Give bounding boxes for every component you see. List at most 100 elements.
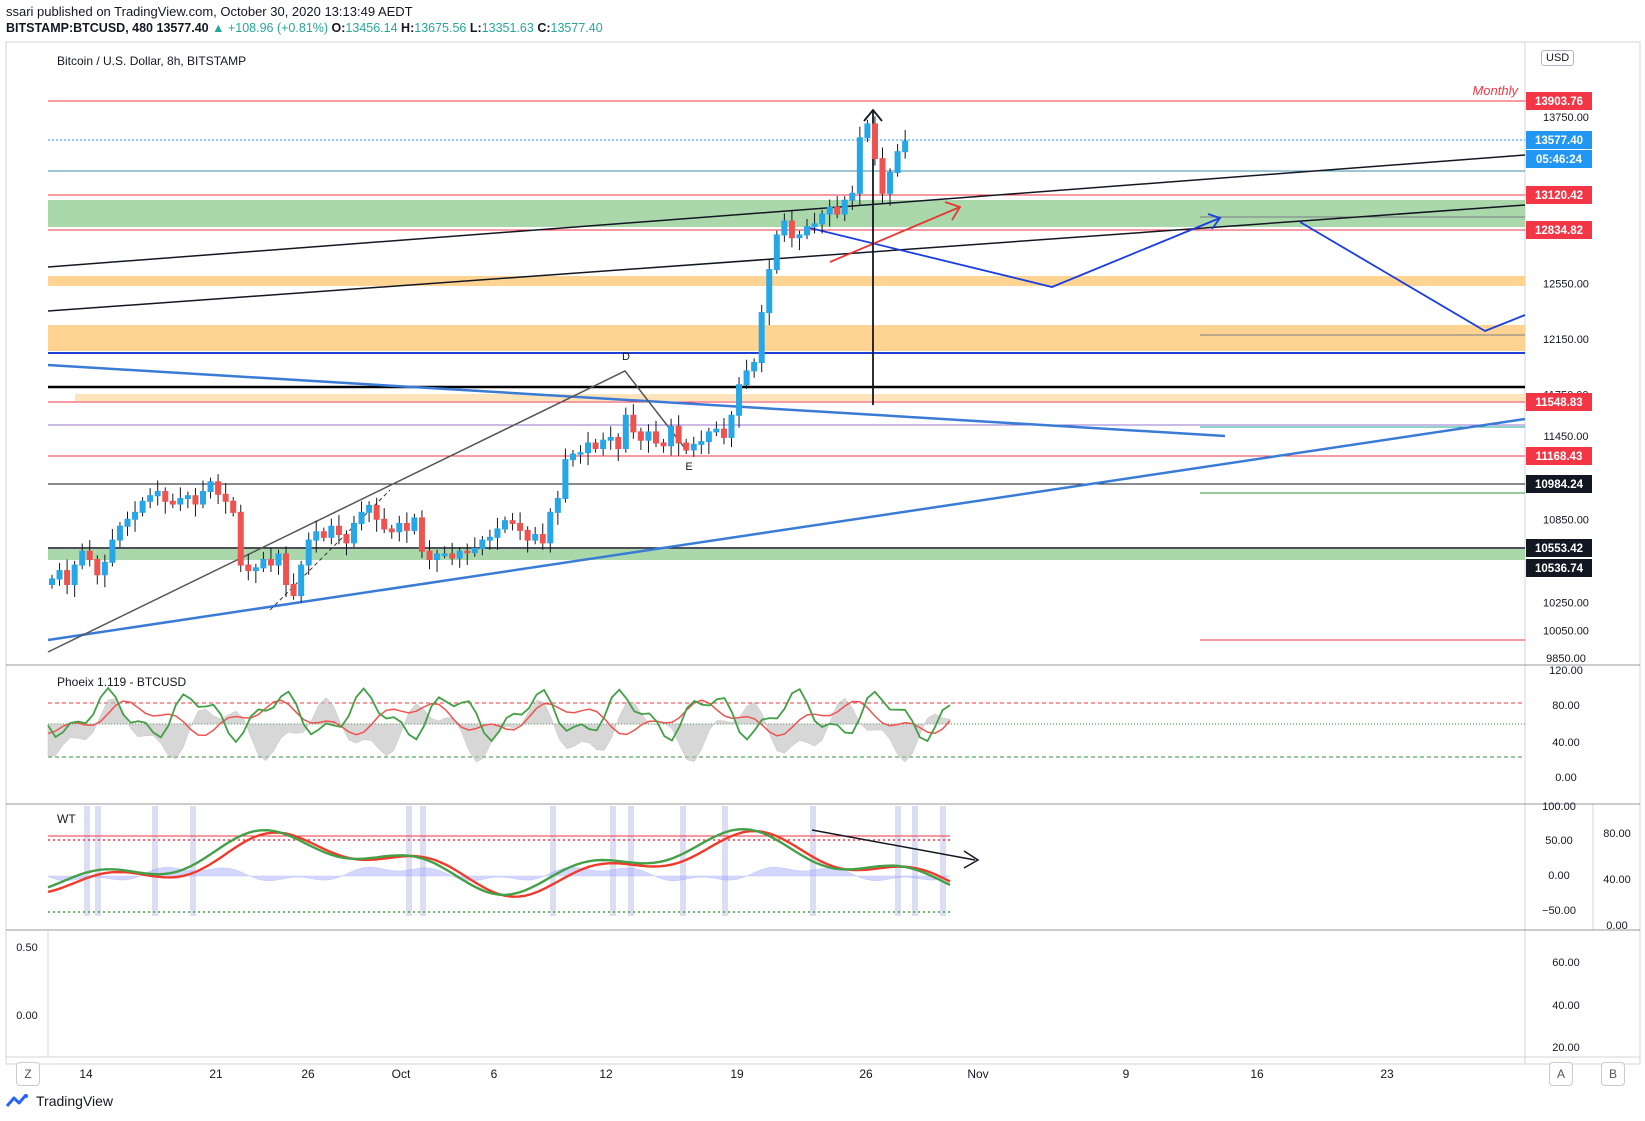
price-tick-label: 10250.00	[1543, 598, 1589, 610]
candle-up	[486, 536, 493, 541]
price-tag-label: 11548.83	[1535, 397, 1582, 409]
price-tag-bg	[1526, 475, 1592, 493]
price-tag-label: 10536.74	[1535, 563, 1584, 575]
candle-down	[290, 583, 297, 597]
trend-line-upper-black[interactable]	[47, 154, 1526, 268]
candle-down	[834, 206, 841, 215]
time-tick-label: Oct	[392, 1067, 411, 1081]
trend-line-blue-ascending[interactable]	[47, 417, 1526, 642]
orange-thin-zone[interactable]	[75, 394, 1525, 401]
candle-up	[826, 206, 833, 215]
phoeix-red-line	[47, 699, 951, 737]
low-value: 13351.63	[481, 21, 534, 35]
projection-path-1[interactable]	[809, 217, 1221, 288]
red-arrow[interactable]	[829, 206, 961, 263]
candle-down	[222, 493, 229, 502]
log-scale-button[interactable]: B	[1601, 1062, 1625, 1086]
candle-up	[252, 567, 259, 572]
vertical-arrow-head	[863, 108, 883, 122]
candle-down	[464, 550, 471, 554]
orange-zone-upper[interactable]	[48, 276, 1525, 286]
pattern-label-d: D	[622, 351, 630, 363]
phoeix-title: Phoeix 1.119 - BTCUSD	[57, 675, 186, 689]
wt-tick-left: 100.00	[1542, 801, 1576, 813]
symbol-label[interactable]: BITSTAMP:BTCUSD, 480	[6, 21, 154, 35]
price-tick-label: 10050.00	[1543, 625, 1589, 637]
time-axis[interactable]: 14 21 26 Oct 6 12 19 26 Nov 9 16 23	[79, 1067, 1394, 1081]
candle-up	[441, 553, 448, 556]
wt-pane[interactable]: WT 100.00 50.00 0.00 −50.00 80.00 40.00 0.00	[47, 801, 1631, 932]
candle-up	[600, 439, 607, 450]
candle-up	[585, 442, 592, 454]
candle-up	[547, 511, 554, 544]
wt-divergence-arrow[interactable]	[811, 829, 976, 861]
price-tag-label: 13120.42	[1535, 190, 1583, 202]
phoeix-axis[interactable]: 120.00 80.00 40.00 0.00	[1549, 665, 1583, 784]
candle-down	[215, 481, 222, 495]
time-tick-label: 26	[301, 1067, 315, 1081]
wt-tick-left: 50.00	[1545, 835, 1573, 847]
price-tags: 13903.76 13577.40 05:46:24 13120.42 12834.82…	[1526, 92, 1592, 577]
high-label: H:	[401, 21, 415, 35]
zoom-reset-button[interactable]: Z	[16, 1062, 40, 1086]
candle-up	[811, 223, 818, 228]
time-tick-label: 21	[209, 1067, 223, 1081]
price-tag-bg	[1526, 150, 1592, 168]
candle-up	[569, 453, 576, 461]
currency-badge[interactable]: USD	[1541, 50, 1575, 66]
price-tag-bg	[1526, 131, 1592, 149]
trend-line-blue-descending[interactable]	[47, 363, 1226, 438]
wt-tick-right: 40.00	[1603, 874, 1631, 886]
candle-up	[56, 570, 63, 580]
wt-axis[interactable]: 100.00 50.00 0.00 −50.00 80.00 40.00 0.00	[1542, 801, 1631, 932]
candle-down	[788, 220, 795, 239]
candle-down	[283, 553, 290, 585]
price-tag-label: 10984.24	[1535, 479, 1584, 491]
high-value: 13675.56	[414, 21, 467, 35]
footer-brand[interactable]: TradingView	[36, 1093, 114, 1109]
candle-up	[622, 414, 629, 450]
candle-down	[517, 522, 524, 531]
trend-line-lower-black[interactable]	[47, 204, 1526, 312]
candle-up	[79, 550, 86, 566]
candle-down	[94, 559, 101, 576]
wt-highlight-band	[722, 806, 728, 916]
phoeix-tick-label: 40.00	[1552, 737, 1580, 749]
candle-up	[207, 481, 214, 493]
wt-title: WT	[57, 812, 76, 826]
projection-path-2[interactable]	[1299, 221, 1526, 332]
phoeix-tick-label: 80.00	[1552, 700, 1580, 712]
time-tick-label: Nov	[967, 1067, 988, 1081]
candle-up	[494, 528, 501, 538]
green-zone-lower[interactable]	[48, 549, 1525, 560]
candle-down	[592, 442, 599, 450]
wt-highlight-band	[912, 806, 918, 916]
bottom-right-tick: 60.00	[1552, 957, 1580, 969]
candle-down	[615, 436, 622, 450]
candle-up	[101, 561, 108, 576]
bottom-pane-axis[interactable]: 0.50 0.00 60.00 40.00 20.00	[16, 942, 1579, 1054]
candle-up	[358, 511, 365, 524]
orange-zone-lower[interactable]	[48, 325, 1525, 351]
auto-scale-button[interactable]: A	[1549, 1062, 1573, 1086]
candle-series[interactable]	[49, 116, 909, 603]
phoeix-pane[interactable]: Phoeix 1.119 - BTCUSD 120.00 80.00 40.00 0.…	[47, 665, 1583, 784]
footer: TradingView	[6, 1093, 113, 1109]
candle-up	[502, 520, 508, 530]
candle-down	[539, 534, 546, 544]
symbol-ohlc-line: BITSTAMP:BTCUSD, 480 13577.40 ▲ +108.96 …	[6, 21, 603, 35]
time-tick-label: 12	[599, 1067, 613, 1081]
candle-down	[630, 414, 637, 433]
candle-down	[237, 511, 244, 566]
candle-down	[86, 550, 93, 561]
candle-down	[169, 500, 176, 505]
candle-up	[690, 443, 697, 451]
price-tag-bg	[1526, 92, 1592, 110]
phoeix-tick-label: 120.00	[1549, 665, 1583, 677]
candle-down	[230, 500, 237, 513]
price-tick-label: 11450.00	[1543, 431, 1588, 443]
candle-up	[305, 539, 312, 566]
projection-arrow-head	[1207, 213, 1222, 230]
candle-up	[758, 312, 765, 364]
